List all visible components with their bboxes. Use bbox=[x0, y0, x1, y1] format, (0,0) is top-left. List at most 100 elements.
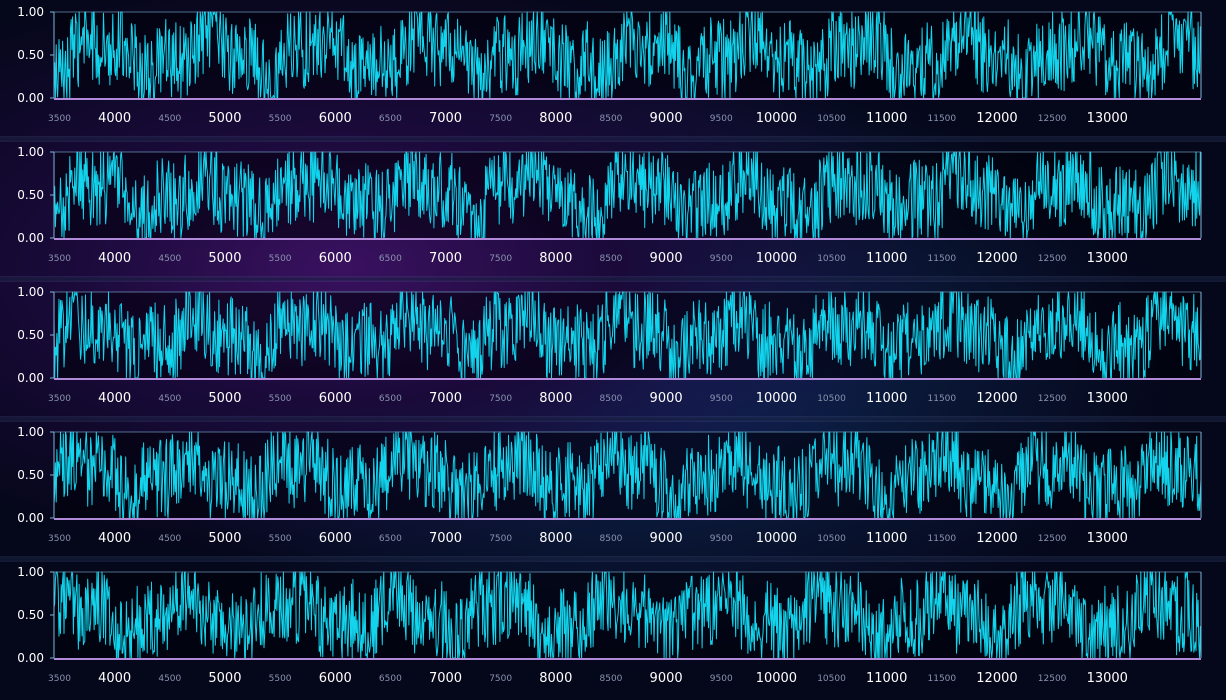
x-tick-label: 10000 bbox=[756, 671, 797, 686]
x-tick-label: 11000 bbox=[866, 111, 907, 126]
x-tick-label: 6000 bbox=[319, 251, 352, 266]
x-minor-tick-label: 7500 bbox=[489, 534, 512, 544]
x-tick-label: 8000 bbox=[539, 251, 572, 266]
x-tick-label: 13000 bbox=[1087, 531, 1128, 546]
x-tick-label: 12000 bbox=[976, 671, 1017, 686]
x-minor-tick-label: 12500 bbox=[1038, 114, 1067, 124]
x-tick-label: 6000 bbox=[319, 111, 352, 126]
x-tick-label: 4000 bbox=[98, 671, 131, 686]
series-line bbox=[53, 151, 1202, 239]
x-minor-tick-label: 10500 bbox=[817, 114, 846, 124]
chart-panel-1: 0.00 0.50 1.00 4000 5000 6000 7000 8000 9000 1000… bbox=[17, 5, 1202, 126]
y-tick-label: 0.00 bbox=[17, 231, 44, 245]
y-tick-label: 0.00 bbox=[17, 511, 44, 525]
x-tick-label: 7000 bbox=[429, 111, 462, 126]
x-minor-tick-label: 5500 bbox=[269, 114, 292, 124]
x-tick-label: 5000 bbox=[208, 111, 241, 126]
x-tick-label: 13000 bbox=[1087, 111, 1128, 126]
x-minor-tick-label: 11500 bbox=[928, 394, 957, 404]
x-tick-label: 10000 bbox=[756, 251, 797, 266]
x-tick-label: 11000 bbox=[866, 671, 907, 686]
series-line bbox=[53, 431, 1202, 519]
y-tick-label: 1.00 bbox=[17, 565, 44, 579]
y-tick-label: 0.50 bbox=[17, 48, 44, 62]
x-tick-label: 9000 bbox=[650, 671, 683, 686]
x-minor-tick-label: 9500 bbox=[710, 394, 733, 404]
x-minor-tick-label: 4500 bbox=[158, 254, 181, 264]
x-tick-label: 10000 bbox=[756, 111, 797, 126]
x-tick-label: 8000 bbox=[539, 671, 572, 686]
x-tick-label: 4000 bbox=[98, 111, 131, 126]
x-minor-tick-label: 4500 bbox=[158, 114, 181, 124]
x-minor-tick-label: 11500 bbox=[928, 534, 957, 544]
x-tick-label: 7000 bbox=[429, 531, 462, 546]
x-tick-label: 7000 bbox=[429, 671, 462, 686]
x-minor-tick-label: 8500 bbox=[600, 534, 623, 544]
x-tick-label: 8000 bbox=[539, 531, 572, 546]
x-minor-tick-label: 10500 bbox=[817, 394, 846, 404]
x-minor-tick-label: 7500 bbox=[489, 254, 512, 264]
x-minor-tick-label: 9500 bbox=[710, 114, 733, 124]
x-tick-label: 11000 bbox=[866, 531, 907, 546]
panel-separator bbox=[0, 556, 1226, 562]
y-tick-label: 1.00 bbox=[17, 425, 44, 439]
x-tick-label: 6000 bbox=[319, 391, 352, 406]
x-tick-label: 9000 bbox=[650, 391, 683, 406]
x-tick-label: 11000 bbox=[866, 391, 907, 406]
x-tick-label: 4000 bbox=[98, 531, 131, 546]
x-minor-tick-label: 3500 bbox=[48, 674, 71, 684]
series-line bbox=[53, 291, 1202, 379]
chart-panel-3: 0.00 0.50 1.00 4000 5000 6000 7000 8000 9000 1000… bbox=[17, 285, 1202, 406]
chart-panel-5: 0.00 0.50 1.00 4000 5000 6000 7000 8000 9000 1000… bbox=[17, 565, 1202, 686]
x-minor-tick-label: 10500 bbox=[817, 254, 846, 264]
panel-separator bbox=[0, 416, 1226, 422]
panel-separator bbox=[0, 276, 1226, 282]
x-minor-tick-label: 8500 bbox=[600, 254, 623, 264]
x-minor-tick-label: 7500 bbox=[489, 394, 512, 404]
x-minor-tick-label: 5500 bbox=[269, 674, 292, 684]
panel-separator bbox=[0, 136, 1226, 142]
x-minor-tick-label: 7500 bbox=[489, 674, 512, 684]
x-minor-tick-label: 6500 bbox=[379, 534, 402, 544]
y-tick-label: 0.00 bbox=[17, 91, 44, 105]
x-minor-tick-label: 12500 bbox=[1038, 394, 1067, 404]
x-minor-tick-label: 3500 bbox=[48, 114, 71, 124]
x-minor-tick-label: 8500 bbox=[600, 674, 623, 684]
x-minor-tick-label: 12500 bbox=[1038, 674, 1067, 684]
y-tick-label: 0.00 bbox=[17, 371, 44, 385]
x-minor-tick-label: 3500 bbox=[48, 254, 71, 264]
x-tick-label: 9000 bbox=[650, 251, 683, 266]
x-minor-tick-label: 4500 bbox=[158, 534, 181, 544]
x-minor-tick-label: 6500 bbox=[379, 394, 402, 404]
x-minor-tick-label: 9500 bbox=[710, 254, 733, 264]
series-line bbox=[53, 11, 1202, 99]
x-minor-tick-label: 8500 bbox=[600, 394, 623, 404]
x-tick-label: 5000 bbox=[208, 671, 241, 686]
y-tick-label: 1.00 bbox=[17, 285, 44, 299]
x-minor-tick-label: 6500 bbox=[379, 674, 402, 684]
x-tick-label: 7000 bbox=[429, 251, 462, 266]
y-tick-label: 1.00 bbox=[17, 145, 44, 159]
x-minor-tick-label: 3500 bbox=[48, 534, 71, 544]
y-tick-label: 0.50 bbox=[17, 468, 44, 482]
x-tick-label: 12000 bbox=[976, 251, 1017, 266]
x-tick-label: 13000 bbox=[1087, 671, 1128, 686]
x-minor-tick-label: 4500 bbox=[158, 394, 181, 404]
x-minor-tick-label: 12500 bbox=[1038, 254, 1067, 264]
x-tick-label: 10000 bbox=[756, 391, 797, 406]
x-minor-tick-label: 11500 bbox=[928, 254, 957, 264]
x-minor-tick-label: 10500 bbox=[817, 534, 846, 544]
x-tick-label: 5000 bbox=[208, 531, 241, 546]
x-tick-label: 11000 bbox=[866, 251, 907, 266]
y-tick-label: 0.50 bbox=[17, 328, 44, 342]
x-minor-tick-label: 10500 bbox=[817, 674, 846, 684]
x-tick-label: 8000 bbox=[539, 391, 572, 406]
x-minor-tick-label: 9500 bbox=[710, 534, 733, 544]
x-tick-label: 8000 bbox=[539, 111, 572, 126]
x-minor-tick-label: 8500 bbox=[600, 114, 623, 124]
x-minor-tick-label: 11500 bbox=[928, 114, 957, 124]
x-tick-label: 6000 bbox=[319, 531, 352, 546]
y-tick-label: 0.50 bbox=[17, 188, 44, 202]
x-tick-label: 4000 bbox=[98, 391, 131, 406]
y-tick-label: 0.50 bbox=[17, 608, 44, 622]
